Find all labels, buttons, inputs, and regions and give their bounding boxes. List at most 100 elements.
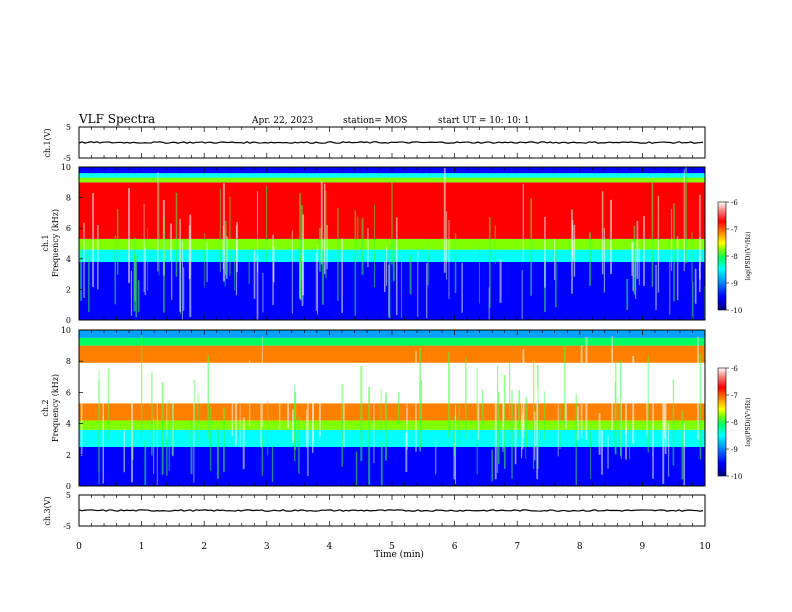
ch1-spectrogram-streak	[229, 196, 231, 276]
ch2-spectrogram-streak	[590, 424, 592, 480]
ch1-spectrogram-streak	[448, 220, 450, 299]
ch1-spectrogram-ytick-label: 4	[66, 255, 71, 264]
ch2-spectrogram-streak	[559, 407, 561, 449]
ch2-spectrogram-streak	[80, 396, 83, 457]
ch1-spectrogram-streak	[302, 214, 305, 296]
ch1-spectrogram-streak	[253, 250, 256, 299]
ch2-spectrogram-streak	[261, 434, 263, 477]
ch1-spectrogram-streak	[383, 261, 386, 292]
ch2-spectrogram-streak	[171, 402, 173, 456]
ch2-spectrogram-streak	[161, 382, 164, 475]
ch2-spectrogram-ytick-label: 2	[66, 451, 71, 460]
ch1-spectrogram-streak	[325, 191, 327, 279]
ch1-spectrogram-streak	[610, 199, 612, 275]
ch1-spectrogram-streak	[321, 250, 324, 305]
ch2-spectrogram-streak	[502, 402, 504, 453]
ch1-spectrogram-streak	[315, 252, 317, 311]
ch1-spectrogram-streak	[631, 241, 633, 276]
ch1-spectrogram-streak	[388, 244, 391, 319]
ch2-spectrogram-streak	[380, 388, 382, 436]
ch1-spectrogram-streak	[691, 281, 694, 320]
ch2-spectrogram-streak	[522, 412, 524, 450]
ch1-spectrogram-streak	[391, 182, 393, 265]
ch2-spectrogram-streak	[141, 334, 143, 438]
ch2-colorbar: -6 -7 -8 -9 -10 log(PSD)(V²/Hz)	[717, 365, 752, 481]
ch2-spectrogram-streak	[168, 399, 170, 471]
ch2-spectrogram-streak	[617, 397, 619, 436]
ch3-waveform-ytick-label: -5	[63, 522, 71, 531]
colorbar-tick-label: -10	[731, 307, 742, 315]
ch2-spectrogram-ytick-label: 6	[66, 388, 71, 397]
ch1-spectrogram-streak	[417, 250, 419, 317]
ch2-spectrogram-band	[79, 345, 705, 363]
ch2-spectrogram-streak	[231, 394, 233, 436]
ch2-spectrogram-streak	[662, 387, 665, 484]
chart-title: VLF Spectra	[78, 112, 155, 126]
ch2-spectrogram-ylabel-channel: ch.2	[41, 399, 50, 416]
ch2-spectrogram-ytick-label: 4	[66, 420, 71, 429]
ch1-spectrogram-streak	[554, 250, 557, 308]
ch2-spectrogram-streak	[405, 432, 408, 473]
ch2-spectrogram-streak	[197, 394, 199, 446]
ch1-spectrogram-streak	[385, 246, 388, 286]
ch1-spectrogram-streak	[226, 236, 228, 279]
ch2-spectrogram-streak	[481, 389, 484, 428]
ch1-spectrogram-streak	[603, 228, 605, 293]
ch1-spectrogram-streak	[374, 204, 375, 288]
x-tick-label: 10	[699, 542, 711, 552]
ch2-spectrogram-streak	[521, 369, 523, 459]
ch1-spectrogram-streak	[299, 193, 302, 299]
ch1-waveform-ytick-label: -5	[63, 154, 71, 163]
ch1-spectrogram-streak	[694, 268, 697, 304]
ch2-spectrogram-ytick-label: 10	[61, 326, 71, 335]
ch2-spectrogram-streak	[494, 372, 497, 480]
ch1-spectrogram-streak	[206, 242, 208, 283]
ch2-spectrogram-streak	[598, 413, 601, 455]
ch1-spectrogram-streak	[643, 216, 645, 287]
ch2-spectrogram-streak	[166, 435, 168, 476]
ch1-spectrogram-band	[79, 177, 705, 183]
ch2-spectrogram-streak	[458, 404, 460, 445]
ch2-spectrogram-streak	[267, 401, 269, 456]
ch2-spectrogram-streak	[536, 387, 539, 480]
ch2-spectrogram-streak	[222, 407, 225, 472]
ch2-spectrogram-ytick-label: 8	[66, 357, 71, 366]
colorbar-tick-label: -10	[731, 473, 742, 481]
ch2-spectrogram-image	[79, 330, 705, 486]
x-axis-label: Time (min)	[374, 549, 424, 560]
ch1-colorbar: -6 -7 -8 -9 -10 log(PSD)(V²/Hz)	[717, 199, 752, 315]
ch2-spectrogram-streak	[465, 357, 467, 440]
ch2-spectrogram-streak	[532, 360, 535, 469]
ch1-spectrogram-streak	[479, 245, 481, 304]
ch2-spectrogram-streak	[271, 446, 274, 482]
ch2-spectrogram-streak	[298, 416, 300, 474]
ch2-spectrogram-streak	[312, 400, 314, 453]
ch2-spectrogram-streak	[557, 385, 559, 457]
ch2-spectrogram-streak	[564, 346, 566, 426]
ch1-spectrogram-streak	[657, 195, 660, 293]
colorbar-tick-label: -8	[731, 419, 738, 427]
ch1-spectrogram-streak	[530, 198, 533, 296]
ch1-spectrogram-streak	[635, 249, 637, 299]
x-tick-label: 4	[327, 542, 333, 552]
station-label: station= MOS	[343, 116, 407, 126]
ch2-spectrogram-streak	[153, 418, 155, 475]
ch2-spectrogram-streak	[294, 385, 296, 462]
x-tick-label: 7	[514, 542, 520, 552]
ch2-spectrogram-streak	[614, 381, 616, 454]
ch2-spectrogram-streak	[543, 391, 545, 440]
ch2-spectrogram-streak	[565, 390, 567, 429]
ch1-spectrogram-streak	[320, 181, 323, 265]
ch2-spectrogram-streak	[420, 380, 423, 431]
ch1-spectrogram-streak	[426, 263, 428, 319]
ch1-spectrogram-streak	[699, 237, 701, 280]
ch1-spectrogram-streak	[521, 269, 523, 320]
ch1-waveform-line	[78, 141, 704, 144]
ch1-spectrogram-streak	[683, 169, 685, 272]
ch1-spectrogram-streak	[188, 225, 191, 279]
ch2-spectrogram-streak	[508, 362, 511, 447]
ch1-spectrogram-streak	[130, 270, 133, 316]
ch2-spectrogram-streak	[307, 367, 309, 476]
ch2-spectrogram-streak	[629, 422, 631, 460]
